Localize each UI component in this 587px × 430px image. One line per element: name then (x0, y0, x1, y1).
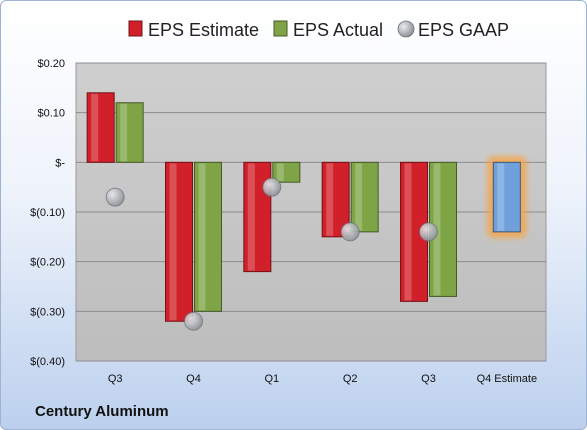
bar-shine (91, 93, 99, 162)
bar-eps-estimate (243, 161, 272, 273)
legend-label: EPS GAAP (418, 20, 509, 40)
legend-item: EPS GAAP (397, 20, 509, 40)
bar-shine (355, 163, 363, 231)
x-tick-label: Q3 (421, 373, 436, 385)
legend-swatch (273, 20, 288, 37)
bar-shine (120, 103, 128, 162)
bar-shine (404, 163, 412, 301)
bar-shine (326, 163, 334, 236)
bar-body (272, 161, 301, 183)
legend-swatch (397, 20, 415, 38)
marker-eps-gaap (419, 222, 438, 242)
marker-eps-gaap (262, 177, 282, 197)
legend: EPS Estimate EPS Actual EPS GAAP (128, 20, 509, 40)
bar-body (350, 161, 379, 233)
bar-eps-estimate (86, 92, 115, 163)
y-tick-label: $(0.40) (30, 356, 65, 368)
legend-item: EPS Actual (273, 20, 383, 40)
bar-shine (198, 163, 206, 311)
x-tick-label: Q3 (108, 373, 123, 385)
legend-item: EPS Estimate (128, 20, 259, 40)
company-name: Century Aluminum (35, 403, 169, 420)
marker-eps-gaap (105, 187, 125, 207)
bar-eps-estimate-forecast (487, 156, 527, 238)
bar-eps-actual (115, 102, 144, 163)
bar-body (115, 102, 144, 163)
y-tick-label: $(0.20) (30, 257, 65, 269)
x-tick-label: Q1 (264, 373, 279, 385)
bar-shine (169, 163, 177, 321)
bar-body (492, 161, 521, 233)
bar-body (86, 92, 115, 163)
bar-shine (497, 163, 505, 231)
bar-eps-actual (350, 161, 379, 233)
plot-area: $0.20 $0.10 $- $(0.10) $(0.20) $(0.30) $(0.40)… (30, 58, 547, 385)
marker-eps-gaap (184, 311, 203, 331)
y-tick-label: $0.20 (37, 58, 65, 70)
legend-swatch (128, 20, 143, 37)
bar-shine (247, 163, 255, 271)
y-tick-label: $(0.30) (30, 306, 65, 318)
bar-shine (276, 163, 284, 182)
marker-eps-gaap (340, 222, 360, 242)
bar-body (165, 161, 193, 322)
x-tick-label: Q4 Estimate (477, 373, 538, 385)
bar-eps-actual (272, 161, 301, 183)
x-tick-label: Q4 (186, 373, 201, 385)
y-tick-label: $0.10 (37, 108, 65, 120)
legend-label: EPS Estimate (148, 20, 259, 40)
x-tick-label: Q2 (343, 373, 358, 385)
y-tick-label: $- (55, 157, 65, 169)
bar-body (194, 161, 222, 312)
bar-eps-estimate (165, 161, 193, 322)
bar-eps-actual (194, 161, 222, 312)
legend-label: EPS Actual (293, 20, 383, 40)
y-tick-label: $(0.10) (30, 207, 65, 219)
